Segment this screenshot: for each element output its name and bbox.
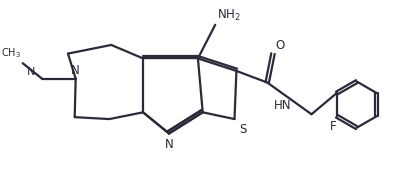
Text: N: N (71, 64, 80, 77)
Text: N: N (27, 67, 35, 77)
Text: N: N (165, 138, 173, 151)
Text: HN: HN (274, 99, 291, 112)
Text: NH$_2$: NH$_2$ (217, 8, 241, 23)
Text: S: S (239, 123, 247, 136)
Text: CH$_3$: CH$_3$ (1, 46, 21, 60)
Text: F: F (331, 120, 337, 133)
Text: O: O (275, 39, 284, 52)
